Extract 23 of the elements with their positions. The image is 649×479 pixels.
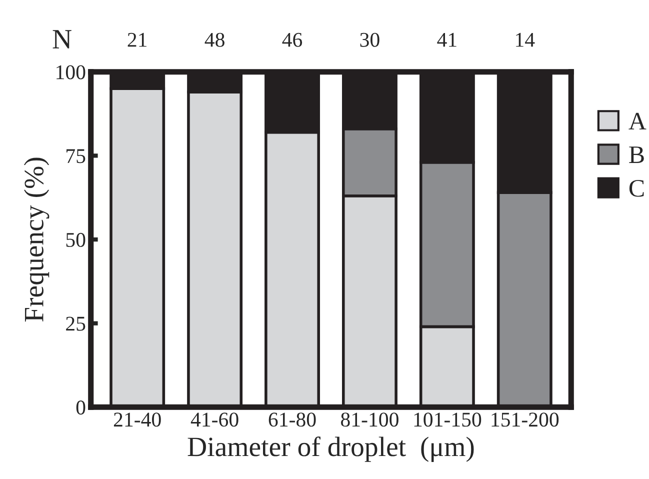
- x-tick-label: 101-150: [414, 412, 482, 427]
- y-axis-title: Frequency (%): [24, 158, 50, 322]
- y-tick-label: 0: [76, 400, 86, 415]
- y-tick-label: 50: [66, 232, 86, 247]
- x-tick-label: 151-200: [492, 412, 559, 427]
- y-tick-label: 100: [56, 65, 86, 80]
- legend-label: A: [628, 112, 646, 130]
- text: 46: [282, 32, 302, 47]
- text: 30: [360, 32, 380, 47]
- legend-label: C: [629, 180, 644, 197]
- x-tick-label: 61-80: [268, 412, 316, 427]
- text: N: [52, 30, 72, 48]
- legend-label: B: [629, 146, 644, 164]
- x-axis-title: Diameter of droplet (μm): [188, 436, 474, 462]
- y-tick-label: 75: [66, 149, 86, 164]
- text: 41: [437, 32, 456, 47]
- x-tick-label: 41-60: [190, 412, 238, 427]
- x-tick-label: 21-40: [114, 412, 161, 427]
- text: 48: [204, 32, 224, 47]
- text: 21: [128, 32, 147, 47]
- y-tick-label: 25: [66, 316, 86, 331]
- text: 14: [516, 32, 535, 47]
- x-tick-label: 81-100: [341, 412, 398, 427]
